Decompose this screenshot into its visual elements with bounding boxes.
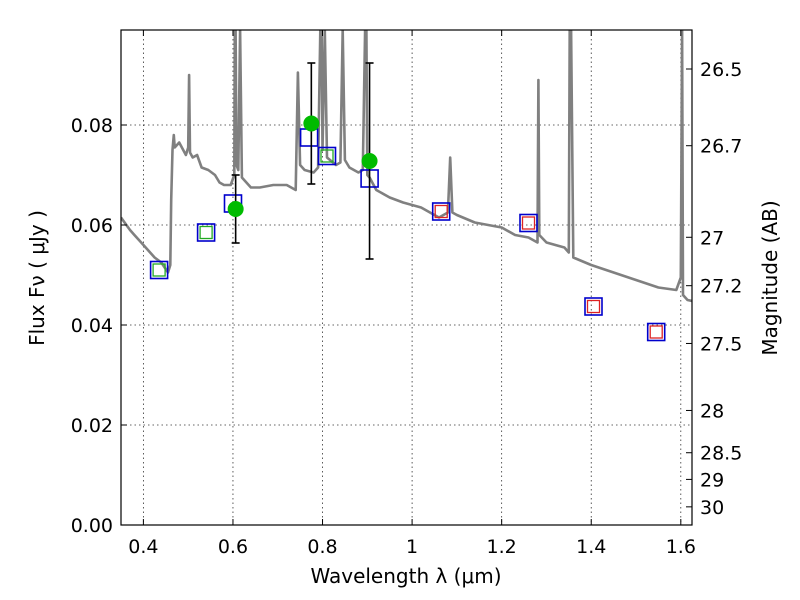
model-photometry-square — [196, 223, 216, 242]
model-photometry-square — [149, 260, 169, 280]
mag-tick-label: 30 — [700, 497, 724, 519]
y-tick-label: 0.08 — [71, 115, 113, 137]
band-square — [521, 216, 536, 230]
y-tick-label: 0.06 — [71, 215, 113, 237]
mag-tick-label: 27.5 — [700, 333, 742, 355]
band-square — [320, 149, 334, 163]
y-axis-label: Flux Fν ( μJy ) — [25, 210, 49, 346]
mag-tick-label: 26.5 — [700, 59, 742, 81]
model-photometry-square — [317, 146, 337, 166]
plot-frame — [120, 29, 693, 526]
x-tick-label: 0.6 — [218, 536, 248, 558]
spectrum-layer — [121, 30, 692, 303]
band-square — [649, 325, 663, 339]
x-tick-label: 0.4 — [128, 536, 158, 558]
x-tick-label: 0.8 — [307, 536, 337, 558]
model-photometry-square — [646, 322, 666, 342]
band-square — [199, 225, 213, 240]
grid-lines — [121, 30, 692, 526]
y-tick-label: 0.04 — [71, 315, 113, 337]
mag-tick-label: 27.2 — [700, 276, 742, 298]
band-square — [434, 204, 448, 219]
x-tick-label: 1.6 — [666, 536, 696, 558]
model-photometry-square — [519, 213, 538, 233]
model-photometry-square — [431, 202, 451, 221]
observed-point — [227, 201, 244, 217]
mag-tick-label: 29 — [700, 469, 724, 491]
axes-layer: 0.4 0.6 0.8 1 1.2 1.4 1.6 0.00 0.02 0.04 0.06 0.08 2… — [71, 30, 742, 558]
points-layer — [149, 62, 666, 342]
mag-tick-label: 27 — [700, 227, 724, 249]
observed-point — [361, 153, 378, 169]
observed-point — [303, 115, 320, 132]
x-tick-label: 1 — [406, 536, 418, 558]
y-tick-label: 0.02 — [71, 415, 113, 437]
mag-tick-label: 28.5 — [700, 443, 742, 465]
x-axis-label: Wavelength λ (μm) — [310, 564, 501, 588]
x-tick-label: 1.2 — [487, 536, 517, 558]
model-photometry-square — [584, 297, 603, 316]
x-tick-label: 1.4 — [576, 536, 606, 558]
model-photometry-square — [299, 128, 319, 147]
y-tick-label: 0.00 — [71, 515, 113, 537]
mag-tick-label: 26.7 — [700, 136, 742, 158]
mag-tick-label: 28 — [700, 400, 724, 422]
spectrum-line — [121, 30, 692, 303]
y-axis-right-label: Magnitude (AB) — [758, 200, 782, 355]
band-square — [586, 299, 601, 314]
band-square — [152, 263, 166, 277]
